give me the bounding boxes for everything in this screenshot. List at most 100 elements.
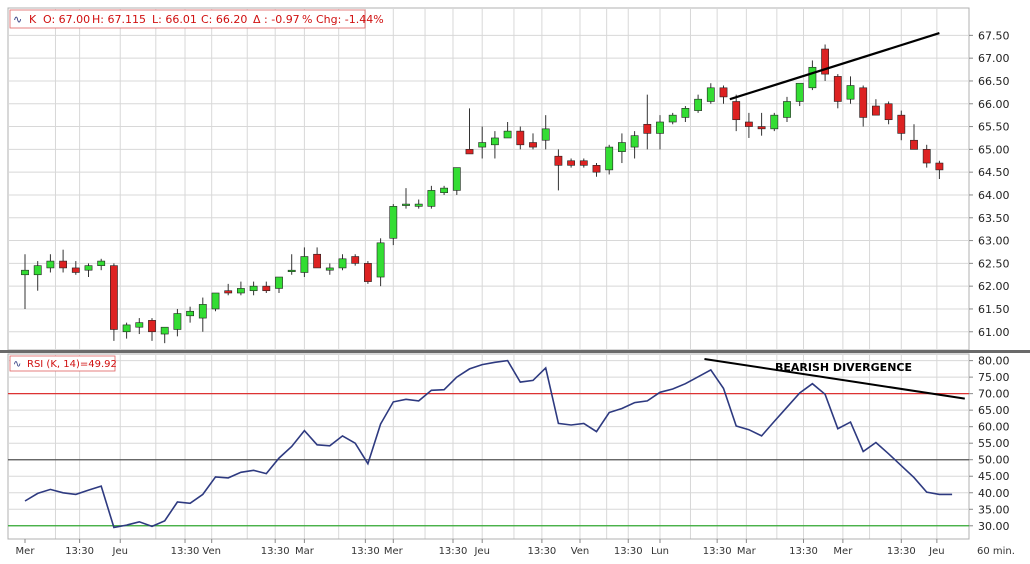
candle-body-35 xyxy=(465,149,474,155)
candle-59 xyxy=(770,112,779,132)
price-legend-box xyxy=(9,9,366,29)
candle-body-64 xyxy=(833,76,842,102)
legend-open: O: 67.00 xyxy=(43,13,90,26)
candle-17 xyxy=(237,281,245,296)
candle-8 xyxy=(122,322,131,339)
candle-body-71 xyxy=(922,149,931,164)
x-label-3: 13:30 xyxy=(171,546,200,557)
price-trendline-group xyxy=(729,32,940,101)
candle-69 xyxy=(897,110,906,141)
candle-body-9 xyxy=(135,322,144,328)
candle-16 xyxy=(224,283,233,296)
candle-67 xyxy=(871,99,880,116)
candle-body-70 xyxy=(910,139,918,150)
candle-10 xyxy=(148,318,156,341)
candle-62 xyxy=(808,60,817,91)
candle-body-10 xyxy=(148,320,156,333)
legend-low: L: 66.01 xyxy=(152,13,197,26)
candle-body-61 xyxy=(795,82,804,102)
rsi-panel: 30.00 35.00 40.00 45.00 50.00 55.00 60.00 65.00… xyxy=(7,353,1010,540)
candle-body-19 xyxy=(262,285,271,292)
candle-body-6 xyxy=(97,260,106,266)
candle-body-24 xyxy=(325,267,334,271)
candle-body-67 xyxy=(871,105,880,116)
candle-body-54 xyxy=(706,87,715,102)
candle-34 xyxy=(452,167,461,195)
candle-72 xyxy=(935,160,944,179)
candle-27 xyxy=(363,261,372,284)
candle-31 xyxy=(414,199,423,209)
candle-body-59 xyxy=(770,114,779,130)
x-label-13: 13:30 xyxy=(614,546,643,557)
candle-body-7 xyxy=(110,265,118,330)
candle-19 xyxy=(262,281,271,293)
candle-body-55 xyxy=(719,87,728,98)
rsi-panel-frame xyxy=(7,353,970,540)
candle-body-65 xyxy=(846,85,855,100)
rsi-trendline-group xyxy=(704,357,965,400)
candle-4 xyxy=(71,261,80,275)
legend-high: H: 67.115 xyxy=(92,13,146,26)
candle-7 xyxy=(110,263,118,341)
candle-body-45 xyxy=(592,165,601,173)
candle-53 xyxy=(694,94,702,113)
x-label-8: Mer xyxy=(384,546,404,557)
x-label-10: Jeu xyxy=(473,546,489,557)
candle-body-36 xyxy=(478,142,487,148)
legend-close: C: 66.20 xyxy=(201,13,247,26)
x-label-16: Mar xyxy=(737,546,757,557)
x-label-14: Lun xyxy=(651,546,669,557)
bearish-divergence-annotation: BEARISH DIVERGENCE xyxy=(775,361,912,374)
candle-61 xyxy=(795,82,804,107)
price-y-label-1: 61.50 xyxy=(978,303,1010,316)
x-label-19: 13:30 xyxy=(887,546,916,557)
candle-body-49 xyxy=(643,123,652,134)
candle-body-47 xyxy=(617,142,626,152)
candle-46 xyxy=(605,144,614,175)
candle-body-0 xyxy=(21,269,29,276)
candle-3 xyxy=(59,249,67,273)
rsi-y-label-9: 75.00 xyxy=(978,371,1010,384)
x-axis: Mer 13:30 Jeu 13:30 Ven 13:30 Mar 13:30 Mer 13:30… xyxy=(8,538,1015,557)
candle-60 xyxy=(783,96,791,122)
candle-body-13 xyxy=(186,310,194,317)
candle-9 xyxy=(135,318,144,335)
price-y-label-0: 61.00 xyxy=(978,326,1010,339)
candle-41 xyxy=(541,115,550,150)
candle-15 xyxy=(211,292,220,312)
price-y-label-10: 66.00 xyxy=(978,98,1010,111)
candle-57 xyxy=(744,112,753,138)
candle-12 xyxy=(173,308,182,337)
candle-body-16 xyxy=(224,290,233,294)
candle-45 xyxy=(592,163,601,177)
candle-body-30 xyxy=(402,203,410,206)
price-y-label-3: 62.50 xyxy=(978,257,1010,270)
price-y-label-11: 66.50 xyxy=(978,75,1010,88)
price-y-label-13: 67.50 xyxy=(978,29,1010,42)
x-label-4: Ven xyxy=(202,546,221,557)
candle-body-32 xyxy=(427,190,436,207)
candle-13 xyxy=(186,306,194,323)
candle-body-11 xyxy=(160,326,169,335)
candle-29 xyxy=(389,204,398,246)
rsi-y-label-2: 40.00 xyxy=(978,487,1010,500)
candle-body-8 xyxy=(122,324,131,333)
candle-body-66 xyxy=(859,87,868,118)
x-label-17: 13:30 xyxy=(789,546,818,557)
candle-49 xyxy=(643,94,652,150)
x-label-9: 13:30 xyxy=(439,546,468,557)
candle-body-50 xyxy=(656,121,664,134)
price-y-label-5: 63.50 xyxy=(978,212,1010,225)
panel-divider[interactable] xyxy=(0,350,1030,353)
x-axis-ticks: Mer 13:30 Jeu 13:30 Ven 13:30 Mar 13:30 Mer 13:30… xyxy=(16,539,945,557)
candle-21 xyxy=(287,254,296,275)
rsi-y-label-4: 50.00 xyxy=(978,454,1010,467)
rsi-y-label-7: 65.00 xyxy=(978,404,1010,417)
candle-33 xyxy=(440,185,448,195)
candle-body-51 xyxy=(668,114,677,123)
candle-body-48 xyxy=(630,135,639,148)
candle-body-62 xyxy=(808,66,817,89)
candle-50 xyxy=(656,115,664,150)
candle-28 xyxy=(376,238,385,287)
